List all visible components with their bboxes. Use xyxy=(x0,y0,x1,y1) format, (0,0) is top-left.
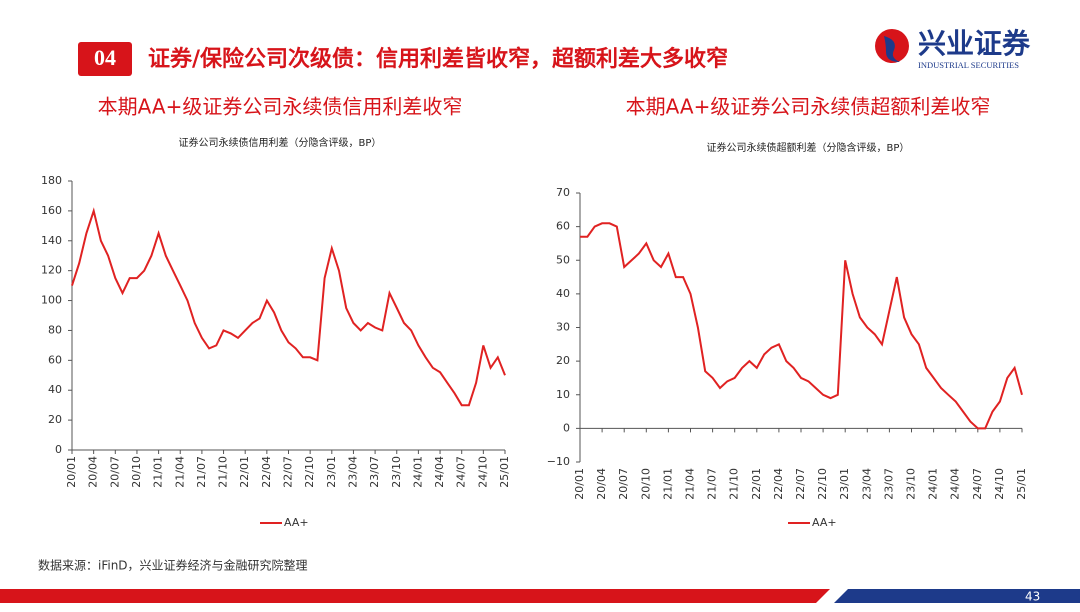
x-tick-label: 20/07 xyxy=(617,468,630,500)
x-tick-label: 21/10 xyxy=(728,468,741,500)
logo-subtext: INDUSTRIAL SECURITIES xyxy=(918,60,1019,70)
y-tick-label: 40 xyxy=(556,287,570,300)
x-tick-label: 20/10 xyxy=(130,456,143,488)
x-tick-label: 24/01 xyxy=(411,456,424,488)
y-tick-label: 120 xyxy=(41,264,62,277)
chart-title: 证券公司永续债超额利差（分隐含评级，BP） xyxy=(707,141,910,154)
x-tick-label: 21/01 xyxy=(152,456,165,488)
x-tick-label: 22/04 xyxy=(772,468,785,500)
series-line xyxy=(71,207,506,407)
x-tick-label: 20/04 xyxy=(87,456,100,488)
y-tick-label: 0 xyxy=(55,443,62,456)
x-tick-label: 20/04 xyxy=(595,468,608,500)
footer-bar xyxy=(0,589,1080,603)
x-tick-label: 21/07 xyxy=(195,456,208,488)
y-tick-label: 30 xyxy=(556,321,570,334)
x-tick-label: 20/07 xyxy=(108,456,121,488)
x-tick-label: 23/10 xyxy=(390,456,403,488)
x-tick-label: 23/01 xyxy=(838,468,851,500)
footer-accent xyxy=(826,589,1080,603)
x-tick-label: 23/07 xyxy=(882,468,895,500)
x-tick-label: 21/01 xyxy=(661,468,674,500)
y-tick-label: 60 xyxy=(556,220,570,233)
section-badge xyxy=(78,42,132,76)
x-tick-label: 22/01 xyxy=(750,468,763,500)
x-tick-label: 24/04 xyxy=(949,468,962,500)
x-tick-label: 23/04 xyxy=(346,456,359,488)
x-tick-label: 25/01 xyxy=(498,456,511,488)
y-tick-label: 80 xyxy=(48,323,62,336)
y-tick-label: 160 xyxy=(41,204,62,217)
y-tick-label: 10 xyxy=(556,388,570,401)
source-note: 数据来源：iFinD，兴业证券经济与金融研究院整理 xyxy=(38,558,308,573)
y-tick-label: 20 xyxy=(556,354,570,367)
x-tick-label: 20/10 xyxy=(639,468,652,500)
chart-heading: 本期AA+级证券公司永续债信用利差收窄 xyxy=(98,95,463,119)
slide-title: 证券/保险公司次级债：信用利差皆收窄，超额利差大多收窄 xyxy=(148,46,728,72)
y-tick-label: 140 xyxy=(41,234,62,247)
x-tick-label: 23/10 xyxy=(905,468,918,500)
x-tick-label: 22/07 xyxy=(794,468,807,500)
y-tick-label: 70 xyxy=(556,186,570,199)
x-tick-label: 21/10 xyxy=(217,456,230,488)
x-tick-label: 24/07 xyxy=(455,456,468,488)
x-tick-label: 23/01 xyxy=(325,456,338,488)
y-tick-label: 180 xyxy=(41,174,62,187)
y-tick-label: 40 xyxy=(48,383,62,396)
x-tick-label: 25/01 xyxy=(1015,468,1028,500)
legend-label: AA+ xyxy=(284,516,309,529)
y-tick-label: −10 xyxy=(547,455,570,468)
y-tick-label: 20 xyxy=(48,413,62,426)
x-tick-label: 24/01 xyxy=(927,468,940,500)
x-tick-label: 21/04 xyxy=(684,468,697,500)
x-tick-label: 22/10 xyxy=(816,468,829,500)
x-tick-label: 20/01 xyxy=(65,456,78,488)
x-tick-label: 21/04 xyxy=(173,456,186,488)
x-tick-label: 22/07 xyxy=(282,456,295,488)
x-tick-label: 23/07 xyxy=(368,456,381,488)
logo-mark-inner xyxy=(884,36,900,62)
x-tick-label: 22/10 xyxy=(303,456,316,488)
series-line xyxy=(580,222,1023,430)
section-number: 04 xyxy=(94,45,116,70)
footer-stripe xyxy=(816,589,848,603)
chart-title: 证券公司永续债信用利差（分隐含评级，BP） xyxy=(179,136,382,149)
logo-text: 兴业证券 xyxy=(918,27,1031,60)
x-tick-label: 23/04 xyxy=(860,468,873,500)
x-tick-label: 22/04 xyxy=(260,456,273,488)
y-tick-label: 100 xyxy=(41,294,62,307)
x-tick-label: 24/10 xyxy=(476,456,489,488)
legend-label: AA+ xyxy=(812,516,837,529)
x-tick-label: 22/01 xyxy=(238,456,251,488)
chart-heading: 本期AA+级证券公司永续债超额利差收窄 xyxy=(626,95,991,119)
x-tick-label: 20/01 xyxy=(573,468,586,500)
x-tick-label: 24/04 xyxy=(433,456,446,488)
y-tick-label: 0 xyxy=(563,421,570,434)
page-number: 43 xyxy=(1025,590,1040,604)
x-tick-label: 21/07 xyxy=(706,468,719,500)
x-tick-label: 24/10 xyxy=(993,468,1006,500)
y-tick-label: 60 xyxy=(48,353,62,366)
y-tick-label: 50 xyxy=(556,253,570,266)
x-tick-label: 24/07 xyxy=(971,468,984,500)
